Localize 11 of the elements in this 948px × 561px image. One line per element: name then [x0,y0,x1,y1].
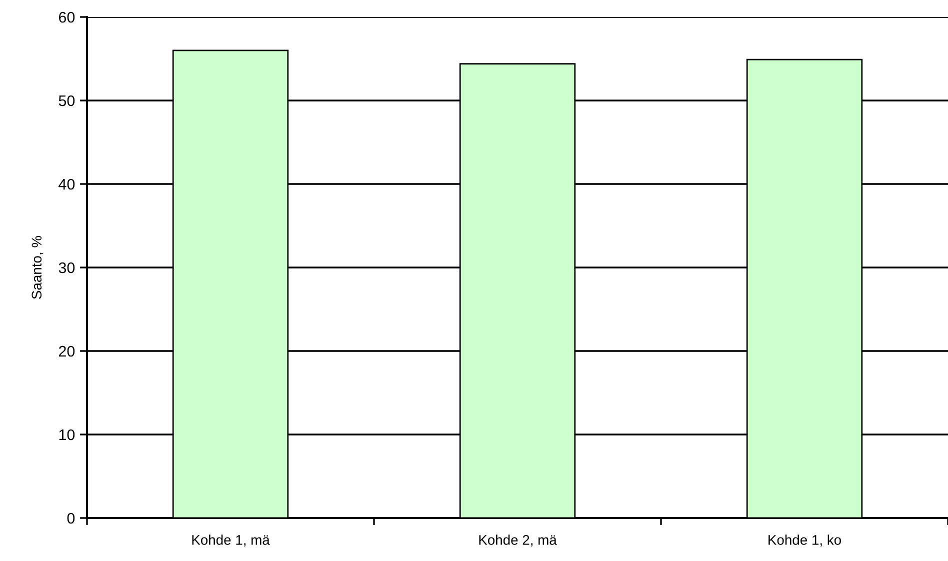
x-tick-label: Kohde 2, mä [479,534,557,547]
x-tick-label: Kohde 1, mä [192,534,270,547]
y-tick-label: 30 [58,262,75,274]
y-tick-label: 50 [58,95,75,106]
y-axis-title: Saanto, % [32,236,44,299]
x-tick-label: Kohde 1, ko [768,534,841,547]
y-tick-label: 10 [59,429,75,440]
y-tick-label: 60 [58,12,75,23]
y-tick-label: 0 [67,512,75,524]
y-tick-label: 40 [58,178,75,190]
y-tick-label: 20 [58,346,75,357]
